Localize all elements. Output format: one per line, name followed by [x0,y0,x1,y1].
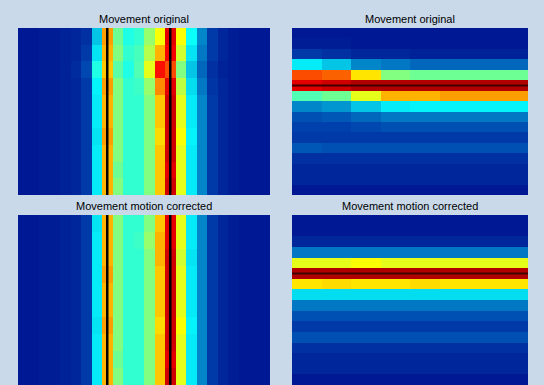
svg-text:Movement motion corrected: Movement motion corrected [342,200,478,212]
svg-text:Movement original: Movement original [99,13,189,25]
svg-text:Movement motion corrected: Movement motion corrected [76,200,212,212]
svg-text:Movement original: Movement original [365,13,455,25]
